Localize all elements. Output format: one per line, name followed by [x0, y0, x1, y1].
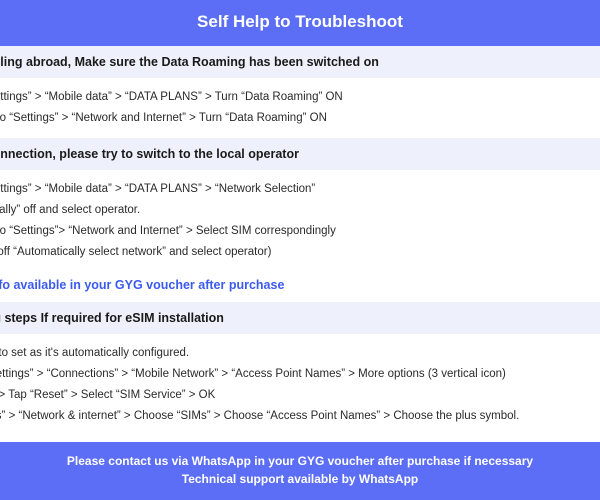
- section-body-2: o to “Settings” > “Mobile data” > “DATA …: [0, 170, 600, 272]
- voucher-info-link[interactable]: ator info available in your GYG voucher …: [0, 272, 600, 302]
- instruction-line: o to “Settings” > “Mobile data” > “DATA …: [0, 88, 600, 107]
- section-heading-2: lost connection, please try to switch to…: [0, 138, 600, 170]
- page-header: Self Help to Troubleshoot: [0, 0, 600, 46]
- instruction-line: Settings” > “Network & internet” > Choos…: [0, 407, 600, 426]
- section-heading-3: setting steps If required for eSIM insta…: [0, 302, 600, 334]
- page-footer: Please contact us via WhatsApp in your G…: [0, 442, 600, 500]
- page-title: Self Help to Troubleshoot: [197, 12, 403, 31]
- section-body-1: o to “Settings” > “Mobile data” > “DATA …: [0, 78, 600, 138]
- instruction-line: o need to set as it's automatically conf…: [0, 344, 600, 363]
- content-area: e traveling abroad, Make sure the Data R…: [0, 46, 600, 436]
- instruction-line: Automatically” off and select operator.: [0, 201, 600, 220]
- instruction-line: o to “Settings” > “Mobile data” > “DATA …: [0, 180, 600, 199]
- footer-line-1: Please contact us via WhatsApp in your G…: [8, 452, 592, 470]
- instruction-line: d Go to “Settings” > “Network and Intern…: [0, 109, 600, 128]
- section-body-3: o need to set as it's automatically conf…: [0, 334, 600, 436]
- section-heading-1: e traveling abroad, Make sure the Data R…: [0, 46, 600, 78]
- instruction-line: to default > Tap “Reset” > Select “SIM S…: [0, 386, 600, 405]
- instruction-line: d Go to “Settings”> “Network and Interne…: [0, 222, 600, 241]
- footer-line-2: Technical support available by WhatsApp: [8, 470, 592, 488]
- instruction-line: ork (Turn off “Automatically select netw…: [0, 243, 600, 262]
- instruction-line: ng “Settings” > “Connections” > “Mobile …: [0, 365, 600, 384]
